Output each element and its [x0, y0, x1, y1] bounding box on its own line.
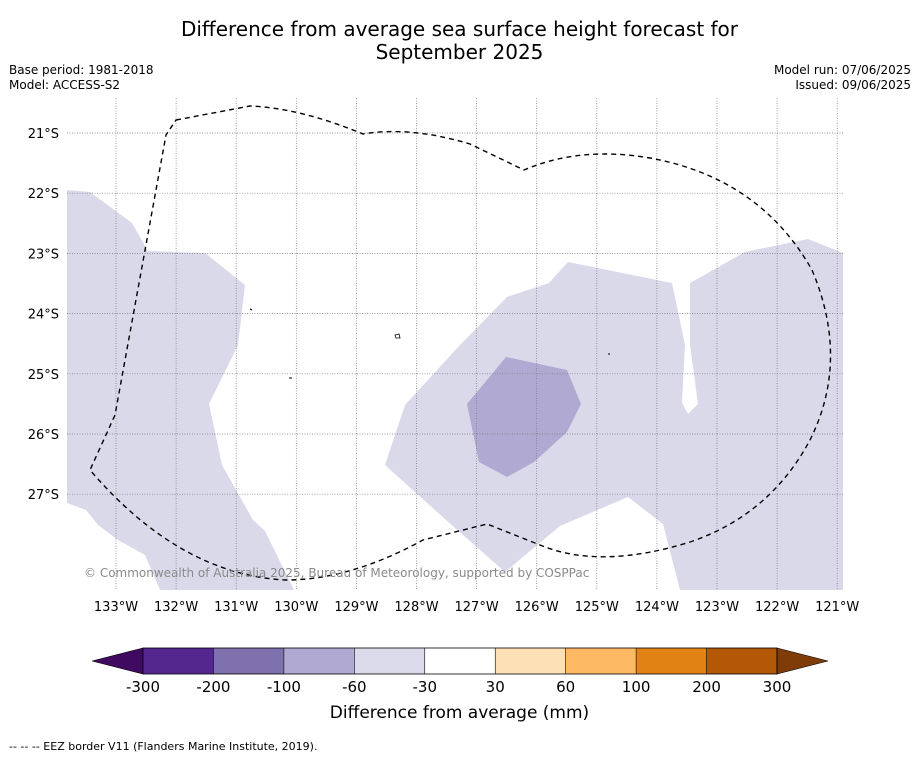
latitude-labels: 21°S 22°S 23°S 24°S 25°S 26°S 27°S	[28, 127, 59, 503]
island-2	[249, 308, 253, 311]
colorbar-segment	[495, 648, 566, 674]
island-1	[394, 333, 401, 339]
lon-tick-label: 121°W	[815, 600, 859, 615]
lat-tick-label: 22°S	[28, 187, 59, 202]
colorbar-segment	[565, 648, 637, 674]
colorbar-segment	[283, 648, 355, 674]
colorbar-label: Difference from average (mm)	[329, 703, 590, 723]
footer-note: -- -- -- EEZ border V11 (Flanders Marine…	[9, 740, 318, 753]
anomaly-region-core	[467, 357, 581, 477]
lon-tick-label: 125°W	[575, 600, 619, 615]
colorbar-tick-label: -300	[126, 678, 160, 696]
issued-date: Issued: 09/06/2025	[795, 78, 911, 92]
colorbar-tick-label: 60	[556, 678, 575, 696]
lat-tick-label: 26°S	[28, 428, 59, 443]
lon-tick-label: 127°W	[455, 600, 499, 615]
colorbar-tick-label: 300	[763, 678, 792, 696]
map-panel	[67, 98, 843, 590]
lon-tick-label: 122°W	[755, 600, 799, 615]
colorbar-segment	[143, 648, 214, 674]
colorbar-tick-label: 200	[692, 678, 721, 696]
lat-tick-label: 27°S	[28, 488, 59, 503]
lon-tick-label: 123°W	[695, 600, 739, 615]
lon-tick-label: 129°W	[334, 600, 378, 615]
lat-tick-label: 25°S	[28, 368, 59, 383]
chart-title: Difference from average sea surface heig…	[0, 18, 919, 64]
colorbar-segment	[706, 648, 777, 674]
colorbar-extend-high	[776, 647, 829, 675]
lat-tick-label: 21°S	[28, 127, 59, 142]
eez-border	[89, 105, 832, 581]
lon-tick-label: 124°W	[635, 600, 679, 615]
colorbar	[91, 647, 829, 675]
colorbar-outline	[142, 647, 778, 675]
lon-tick-label: 133°W	[94, 600, 138, 615]
copyright-text: © Commonwealth of Australia 2025, Bureau…	[84, 566, 589, 580]
longitude-gridlines	[115, 98, 838, 590]
colorbar-tick-label: -200	[196, 678, 230, 696]
colorbar-tick-label: 30	[486, 678, 505, 696]
colorbar-tick-label: -30	[413, 678, 438, 696]
model-run: Model run: 07/06/2025	[773, 63, 911, 77]
model-name: Model: ACCESS-S2	[9, 78, 121, 92]
base-period: Base period: 1981-2018	[9, 63, 154, 77]
lon-tick-label: 128°W	[394, 600, 438, 615]
title-line-1: Difference from average sea surface heig…	[180, 17, 739, 41]
lon-tick-label: 130°W	[274, 600, 318, 615]
colorbar-segment	[213, 648, 284, 674]
anomaly-region-central	[385, 239, 843, 590]
title-line-2: September 2025	[375, 40, 544, 64]
lon-tick-label: 126°W	[515, 600, 559, 615]
colorbar-extend-low	[91, 647, 144, 675]
colorbar-segment	[636, 648, 707, 674]
lat-tick-label: 23°S	[28, 247, 59, 262]
lon-tick-label: 131°W	[214, 600, 258, 615]
colorbar-tick-label: -60	[342, 678, 367, 696]
lat-tick-label: 24°S	[28, 308, 59, 323]
colorbar-segment	[354, 648, 425, 674]
latitude-gridlines	[67, 132, 843, 495]
colorbar-tick-label: 100	[622, 678, 651, 696]
lon-tick-label: 132°W	[154, 600, 198, 615]
colorbar-tick-labels: -300 -200 -100 -60 -30 30 60 100 200 300	[126, 678, 791, 696]
anomaly-region-west	[67, 190, 294, 590]
longitude-labels: 133°W 132°W 131°W 130°W 129°W 128°W 127°W 126°W…	[94, 600, 860, 615]
meta-left: Base period: 1981-2018 Model: ACCESS-S2	[9, 63, 154, 93]
colorbar-segment	[424, 648, 496, 674]
colorbar-tick-label: -100	[267, 678, 301, 696]
meta-right: Model run: 07/06/2025 Issued: 09/06/2025	[774, 63, 911, 93]
